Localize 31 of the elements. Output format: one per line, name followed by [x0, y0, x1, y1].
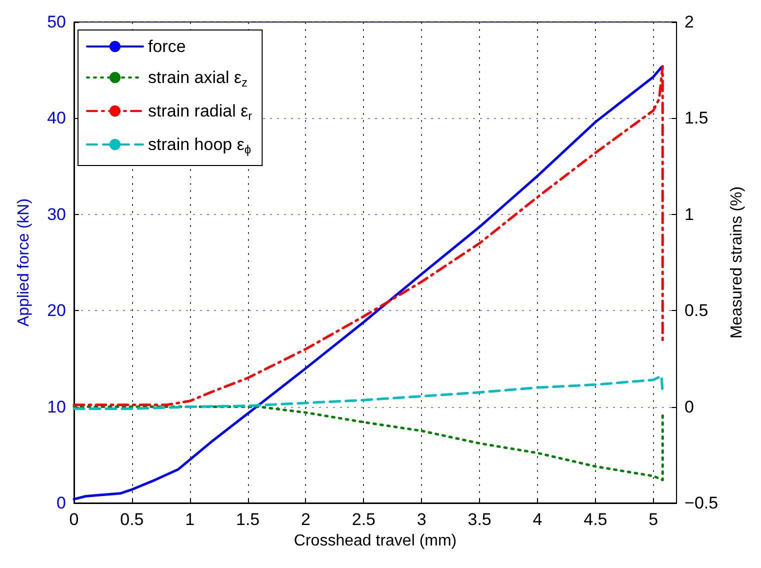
- y-tick-label: 20: [47, 301, 66, 320]
- x-tick-label: 3: [416, 510, 426, 529]
- x-tick-label: 0.5: [120, 510, 144, 529]
- line-series: [72, 65, 664, 406]
- line-series: [72, 66, 663, 500]
- x-tick-label: 1.5: [236, 510, 260, 529]
- y-tick-label: 10: [47, 397, 66, 416]
- y-tick-label: 30: [47, 204, 66, 224]
- y-tick-label: 0: [56, 494, 66, 512]
- x-tick-label: 0: [69, 510, 79, 529]
- x-tick-label: 1: [185, 510, 195, 529]
- legend-label: force: [148, 37, 186, 56]
- y2-tick-label: 0: [684, 397, 694, 416]
- x-tick-label: 4: [532, 510, 542, 529]
- y2-tick-label: −0.5: [684, 494, 718, 512]
- y2-axis-title: Measured strains (%): [728, 186, 746, 339]
- x-tick-label: 2: [301, 510, 310, 529]
- x-tick-label: 3.5: [468, 510, 492, 529]
- y2-tick-label: 2: [684, 12, 694, 32]
- line-series: [72, 406, 664, 482]
- y2-tick-label: 1.5: [684, 108, 708, 128]
- y-tick-label: 40: [47, 108, 66, 128]
- y-tick-label: 50: [47, 12, 66, 32]
- x-tick-label: 4.5: [584, 510, 608, 529]
- x-axis-title: Crosshead travel (mm): [294, 532, 457, 550]
- x-tick-label: 5: [648, 510, 658, 529]
- x-tick-label: 2.5: [352, 510, 376, 529]
- y-axis-title: Applied force (kN): [16, 198, 32, 327]
- y2-tick-label: 0.5: [684, 301, 708, 320]
- y2-tick-label: 1: [684, 204, 694, 224]
- line-series: [72, 374, 664, 410]
